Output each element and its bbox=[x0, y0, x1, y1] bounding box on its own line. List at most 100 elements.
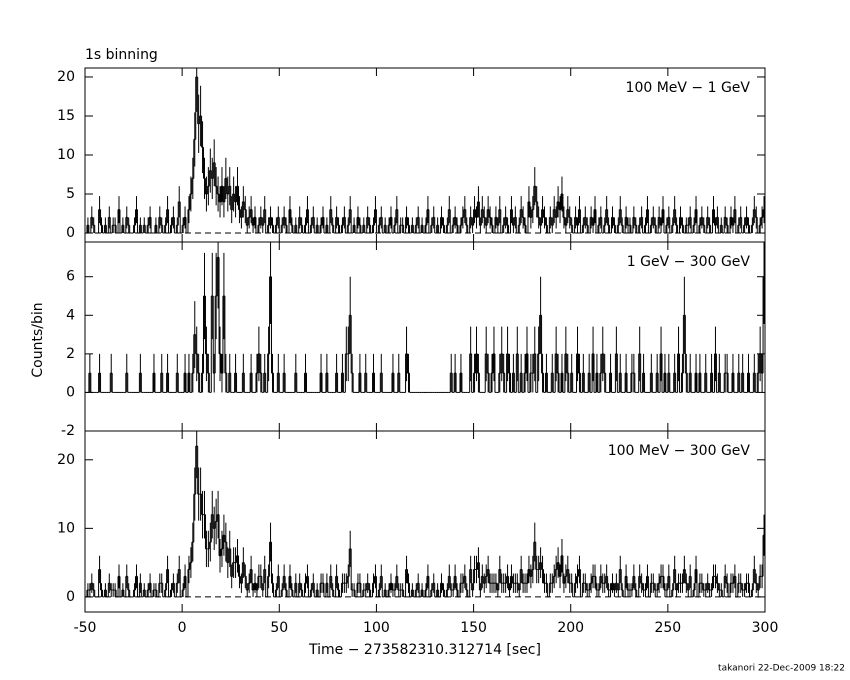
histogram-bin bbox=[438, 590, 441, 598]
x-tick-label: 150 bbox=[460, 620, 487, 636]
histogram-bin bbox=[677, 225, 680, 234]
histogram-bin bbox=[101, 225, 105, 234]
histogram-bin bbox=[748, 373, 752, 393]
histogram-bin bbox=[321, 373, 324, 393]
histogram-bin bbox=[601, 217, 604, 234]
histogram-bin bbox=[568, 373, 571, 393]
histogram-bin bbox=[381, 217, 385, 234]
x-tick-label: 0 bbox=[178, 620, 187, 636]
histogram-bin bbox=[661, 353, 664, 393]
histogram-bin bbox=[408, 225, 412, 234]
histogram-bin bbox=[412, 590, 416, 598]
histogram-bin bbox=[337, 373, 340, 393]
histogram-bin bbox=[403, 225, 406, 234]
histogram-bin bbox=[743, 373, 746, 393]
histogram-bin bbox=[375, 576, 379, 598]
histogram-bin bbox=[422, 225, 425, 234]
histogram-bin bbox=[173, 583, 177, 598]
histogram-bin bbox=[370, 590, 373, 598]
histogram-bin bbox=[696, 209, 699, 234]
histogram-bin bbox=[457, 225, 460, 234]
histogram-bin bbox=[123, 225, 126, 234]
histogram-bin bbox=[647, 576, 651, 598]
histogram-bin bbox=[546, 225, 550, 234]
histogram-bin bbox=[663, 209, 666, 234]
histogram-bin bbox=[682, 225, 686, 234]
histogram-bin bbox=[156, 590, 159, 598]
histogram-bin bbox=[494, 353, 497, 393]
histogram-bin bbox=[342, 373, 346, 393]
histogram-bin bbox=[278, 217, 282, 234]
histogram-bin bbox=[572, 225, 575, 234]
panel-frame bbox=[84, 241, 766, 432]
histogram-bin bbox=[504, 373, 507, 393]
histogram-bin bbox=[509, 373, 513, 393]
histogram-bin bbox=[327, 583, 330, 598]
y-axis-label: Counts/bin bbox=[30, 302, 46, 377]
histogram-bin bbox=[579, 569, 583, 598]
histogram-bin bbox=[366, 373, 369, 393]
histogram-bin bbox=[333, 590, 336, 598]
histogram-bin bbox=[488, 373, 492, 393]
histogram-bin bbox=[313, 583, 317, 598]
histogram-bin bbox=[156, 225, 159, 234]
histogram-bin bbox=[579, 209, 583, 234]
histogram-bin bbox=[94, 225, 97, 234]
histogram-bin bbox=[546, 583, 550, 598]
histogram-bin bbox=[492, 225, 495, 234]
histogram-bin bbox=[105, 225, 109, 234]
histogram-bin bbox=[292, 225, 295, 234]
histogram-bin bbox=[105, 590, 109, 598]
histogram-bin bbox=[428, 209, 431, 234]
histogram-bin bbox=[675, 373, 678, 393]
histogram-bin bbox=[90, 373, 93, 393]
histogram-bin bbox=[622, 590, 626, 598]
histogram-bin bbox=[418, 217, 422, 234]
histogram-bin bbox=[686, 373, 690, 393]
histogram-bin bbox=[144, 590, 148, 598]
histogram-bin bbox=[373, 373, 377, 393]
histogram-bin bbox=[696, 569, 699, 598]
histogram-bin bbox=[360, 583, 363, 598]
histogram-bin bbox=[354, 590, 357, 598]
histogram-bin bbox=[360, 373, 363, 393]
histogram-bin bbox=[587, 225, 591, 234]
histogram-bin bbox=[350, 209, 354, 234]
histogram-bin bbox=[162, 583, 165, 598]
y-tick-label: 20 bbox=[57, 69, 75, 85]
histogram-bin bbox=[278, 576, 282, 598]
histogram-bin bbox=[265, 209, 268, 234]
histogram-bin bbox=[616, 353, 620, 393]
histogram-bin bbox=[690, 576, 694, 598]
histogram-bin bbox=[364, 225, 367, 234]
histogram-bin bbox=[101, 590, 105, 598]
histogram-bin bbox=[100, 373, 103, 393]
histogram-bin bbox=[179, 569, 183, 598]
histogram-bin bbox=[408, 373, 412, 393]
panel-label: 1 GeV − 300 GeV bbox=[627, 254, 751, 270]
histogram-bin bbox=[385, 225, 389, 234]
histogram-bin bbox=[302, 225, 305, 234]
histogram-bin bbox=[360, 225, 363, 234]
histogram-bin bbox=[272, 583, 276, 598]
histogram-bin bbox=[344, 217, 348, 234]
histogram-bin bbox=[140, 373, 144, 393]
histogram-bin bbox=[515, 217, 519, 234]
histogram-bin bbox=[583, 373, 587, 393]
histogram-bin bbox=[727, 583, 731, 598]
histogram-bin bbox=[700, 373, 703, 393]
histogram-bin bbox=[317, 225, 321, 234]
histogram-bin bbox=[296, 583, 299, 598]
histogram-bin bbox=[230, 373, 233, 393]
x-tick-label: 50 bbox=[270, 620, 288, 636]
histogram-bin bbox=[721, 225, 725, 234]
histogram-bin bbox=[408, 583, 412, 598]
histogram-bin bbox=[168, 569, 171, 598]
histogram-bin bbox=[173, 217, 177, 234]
histogram-bin bbox=[381, 373, 385, 393]
histogram-bin bbox=[428, 576, 431, 598]
histogram-bin bbox=[354, 225, 357, 234]
histogram-bin bbox=[593, 353, 596, 393]
histogram-bin bbox=[572, 583, 575, 598]
histogram-bin bbox=[399, 373, 402, 393]
